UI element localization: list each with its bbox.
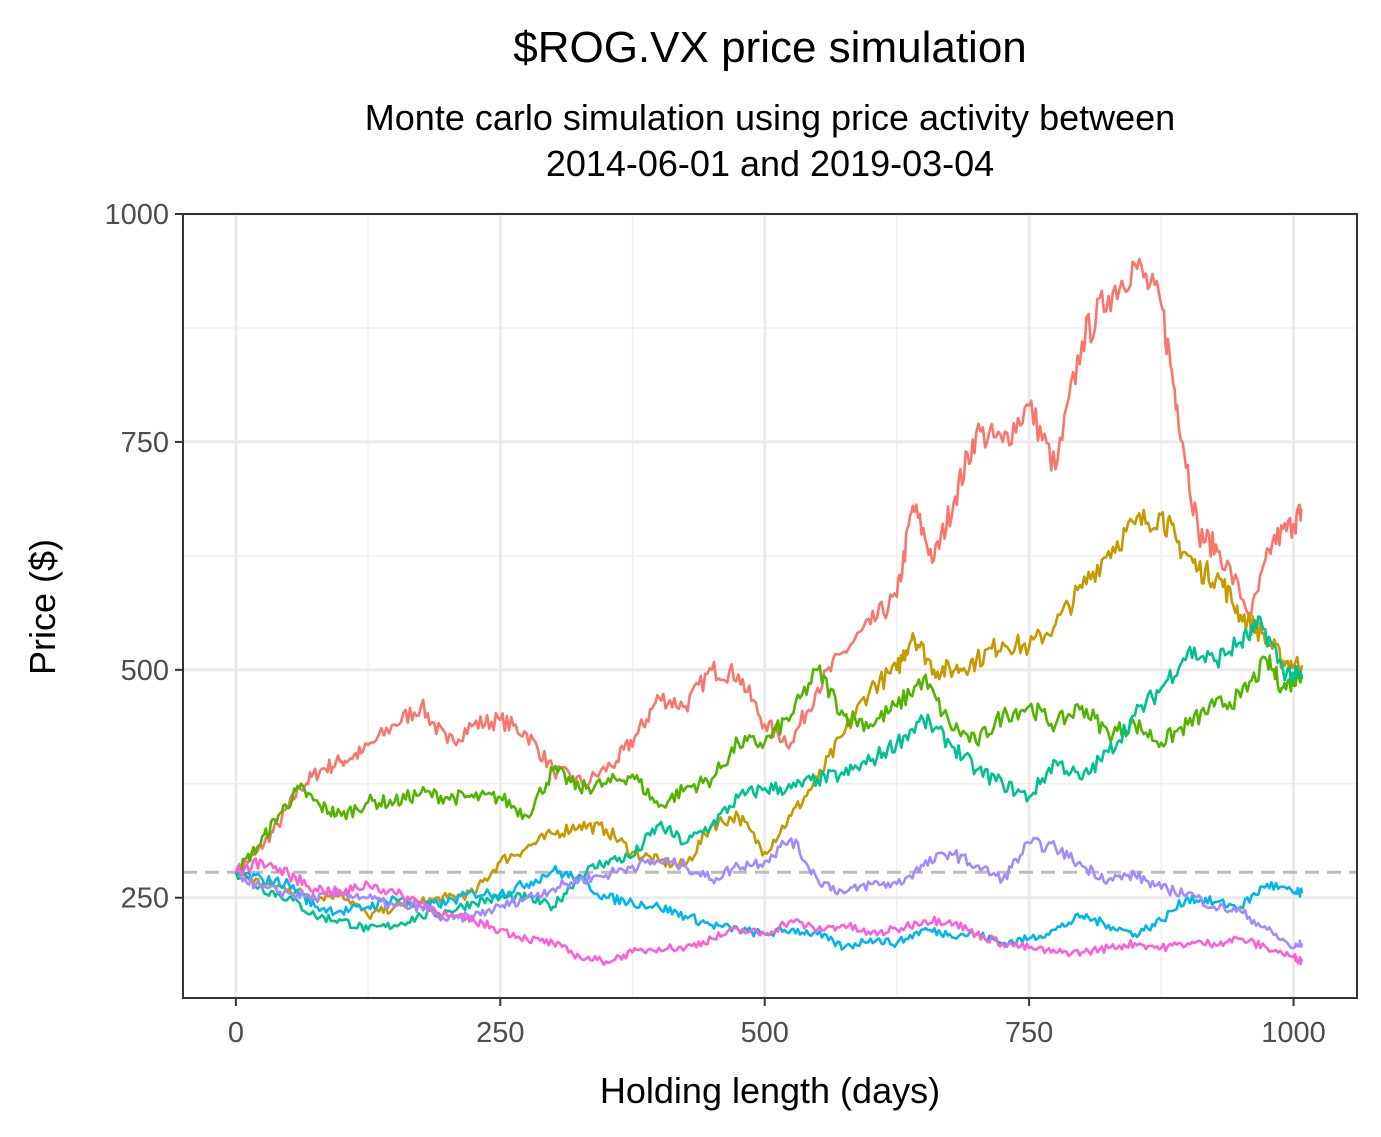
simulation-line-1: [234, 257, 1303, 878]
simulation-line-6: [234, 836, 1304, 950]
x-tick-label: 250: [476, 1017, 524, 1049]
chart-title: $ROG.VX price simulation: [513, 23, 1027, 72]
panel-border: [182, 213, 1358, 999]
x-tick-label: 1000: [1261, 1017, 1326, 1049]
x-axis-title: Holding length (days): [600, 1070, 940, 1111]
y-tick-label: 750: [121, 427, 169, 459]
y-tick-label: 250: [121, 883, 169, 915]
chart-subtitle-line-1: Monte carlo simulation using price activ…: [365, 97, 1175, 138]
simulation-line-3: [234, 654, 1304, 876]
x-tick-label: 0: [228, 1017, 244, 1049]
tick-layer: 0 250 500 750 1000 250 500 750 1000: [104, 199, 1325, 1049]
simulation-line-4: [234, 615, 1304, 933]
x-tick-label: 500: [741, 1017, 789, 1049]
grid-layer: [183, 212, 1357, 998]
x-tick-label: 750: [1005, 1017, 1053, 1049]
y-tick-label: 1000: [104, 199, 169, 231]
y-tick-label: 500: [121, 655, 169, 687]
series-layer: [234, 257, 1304, 966]
panel-background: [183, 214, 1357, 998]
chart-subtitle-line-2: 2014-06-01 and 2019-03-04: [546, 143, 994, 184]
simulation-line-7: [234, 857, 1304, 966]
y-axis-title: Price ($): [22, 539, 63, 675]
